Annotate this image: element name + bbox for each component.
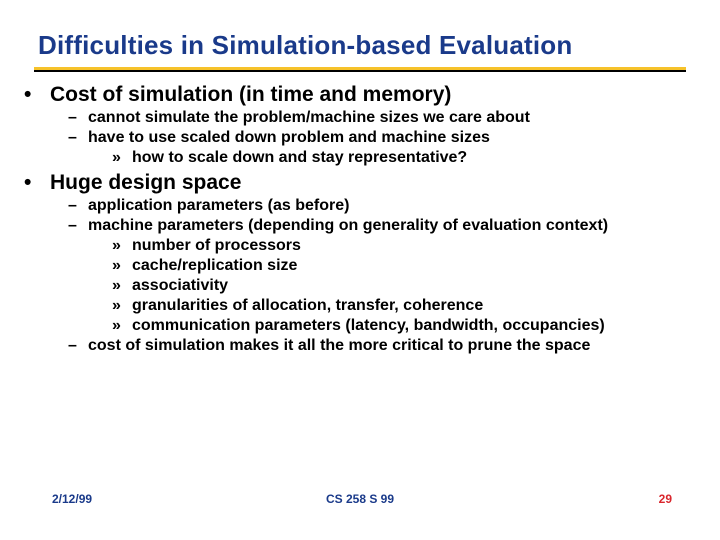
bullet-marker: – xyxy=(68,217,88,235)
bullet-marker: – xyxy=(68,197,88,215)
bullet-text: cache/replication size xyxy=(132,257,297,275)
bullet-lvl3: »how to scale down and stay representati… xyxy=(112,149,696,167)
bullet-marker: » xyxy=(112,277,132,295)
footer: 2/12/99 CS 258 S 99 29 xyxy=(0,492,720,512)
bullet-text: associativity xyxy=(132,277,228,295)
bullet-lvl3: »number of processors xyxy=(112,237,696,255)
bullet-lvl1: •Cost of simulation (in time and memory) xyxy=(24,83,696,107)
bullet-text: cost of simulation makes it all the more… xyxy=(88,337,590,355)
bullet-lvl3: »associativity xyxy=(112,277,696,295)
bullet-text: application parameters (as before) xyxy=(88,197,349,215)
bullet-text: number of processors xyxy=(132,237,301,255)
bullet-lvl2: –machine parameters (depending on genera… xyxy=(68,217,696,235)
bullet-marker: – xyxy=(68,337,88,355)
bullet-lvl2: –have to use scaled down problem and mac… xyxy=(68,129,696,147)
bullet-lvl3: »communication parameters (latency, band… xyxy=(112,317,696,335)
bullet-marker: • xyxy=(24,171,50,195)
footer-page: 29 xyxy=(659,492,672,506)
bullet-marker: » xyxy=(112,257,132,275)
slide-body: •Cost of simulation (in time and memory)… xyxy=(24,83,696,355)
bullet-text: communication parameters (latency, bandw… xyxy=(132,317,605,335)
bullet-lvl2: –cost of simulation makes it all the mor… xyxy=(68,337,696,355)
bullet-lvl1: •Huge design space xyxy=(24,171,696,195)
bullet-text: Huge design space xyxy=(50,171,241,195)
bullet-lvl2: –cannot simulate the problem/machine siz… xyxy=(68,109,696,127)
bullet-text: machine parameters (depending on general… xyxy=(88,217,608,235)
footer-course: CS 258 S 99 xyxy=(0,492,720,506)
bullet-text: cannot simulate the problem/machine size… xyxy=(88,109,530,127)
bullet-marker: » xyxy=(112,149,132,167)
bullet-marker: – xyxy=(68,129,88,147)
bullet-lvl3: »cache/replication size xyxy=(112,257,696,275)
bullet-text: granularities of allocation, transfer, c… xyxy=(132,297,483,315)
bullet-marker: » xyxy=(112,297,132,315)
bullet-marker: » xyxy=(112,237,132,255)
bullet-text: Cost of simulation (in time and memory) xyxy=(50,83,451,107)
slide-title: Difficulties in Simulation-based Evaluat… xyxy=(38,30,696,61)
bullet-text: have to use scaled down problem and mach… xyxy=(88,129,490,147)
slide: Difficulties in Simulation-based Evaluat… xyxy=(0,0,720,540)
bullet-marker: » xyxy=(112,317,132,335)
bullet-marker: – xyxy=(68,109,88,127)
bullet-lvl2: –application parameters (as before) xyxy=(68,197,696,215)
bullet-text: how to scale down and stay representativ… xyxy=(132,149,467,167)
bullet-marker: • xyxy=(24,83,50,107)
rule-black xyxy=(34,70,686,72)
title-rule xyxy=(34,67,686,73)
bullet-lvl3: »granularities of allocation, transfer, … xyxy=(112,297,696,315)
